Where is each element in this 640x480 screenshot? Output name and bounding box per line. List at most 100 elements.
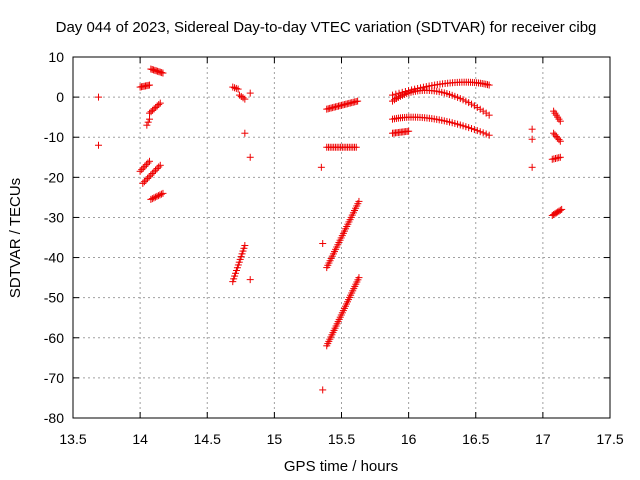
data-point: [146, 157, 154, 165]
data-point: [140, 178, 148, 186]
y-tick-label: 0: [56, 89, 64, 105]
data-point: [159, 69, 167, 77]
data-point: [246, 276, 254, 284]
y-tick-label: -10: [44, 129, 64, 145]
data-point: [144, 174, 152, 182]
data-point: [482, 130, 490, 138]
data-point: [419, 83, 427, 91]
data-point: [150, 194, 158, 202]
y-tick-label: -30: [44, 209, 64, 225]
data-point: [143, 121, 151, 129]
data-point: [229, 83, 237, 91]
data-point: [147, 108, 155, 116]
data-point: [139, 179, 147, 187]
x-axis-label: GPS time / hours: [284, 458, 398, 475]
x-tick-label: 16: [401, 431, 417, 447]
data-point: [95, 141, 103, 149]
data-point: [479, 129, 487, 137]
data-point: [319, 386, 327, 394]
data-point: [389, 91, 397, 99]
data-point: [352, 143, 360, 151]
data-point: [146, 81, 154, 89]
data-point: [528, 135, 536, 143]
data-point: [147, 195, 155, 203]
data-point: [146, 109, 154, 117]
data-point: [148, 170, 156, 178]
data-point: [156, 161, 164, 169]
y-tick-label: 10: [48, 49, 64, 65]
data-point: [556, 153, 564, 161]
data-point: [354, 97, 362, 105]
data-point: [468, 100, 476, 108]
data-point: [239, 94, 247, 102]
data-point: [234, 85, 242, 93]
data-point: [156, 99, 164, 107]
y-tick-label: -60: [44, 330, 64, 346]
data-point: [246, 89, 254, 97]
data-point: [144, 118, 152, 126]
x-tick-label: 16.5: [462, 431, 489, 447]
data-point: [468, 125, 476, 133]
x-tick-label: 17: [535, 431, 551, 447]
data-point: [555, 136, 563, 144]
data-point: [156, 191, 164, 199]
data-point: [241, 95, 249, 103]
chart-title: Day 044 of 2023, Sidereal Day-to-day VTE…: [56, 19, 597, 36]
data-point: [157, 190, 165, 198]
data-point: [528, 163, 536, 171]
data-point: [485, 81, 493, 89]
data-point: [476, 128, 484, 136]
y-tick-label: -40: [44, 250, 64, 266]
x-tick-label: 17.5: [596, 431, 623, 447]
data-point: [465, 124, 473, 132]
axis-ticks: [72, 56, 611, 419]
data-point: [355, 197, 363, 205]
data-point: [355, 274, 363, 282]
y-tick-label: -20: [44, 169, 64, 185]
data-point: [138, 166, 146, 174]
data-point: [235, 91, 243, 99]
y-tick-labels: 10 0 -10 -20 -30 -40 -50 -60 -70 -80: [44, 49, 64, 426]
x-tick-label: 14: [132, 431, 148, 447]
x-tick-label: 13.5: [59, 431, 86, 447]
data-point: [556, 137, 564, 145]
y-tick-label: -50: [44, 290, 64, 306]
data-point: [231, 84, 239, 92]
data-point: [152, 166, 160, 174]
data-point: [136, 167, 144, 175]
data-point: [465, 99, 473, 107]
data-point: [150, 105, 158, 113]
data-point: [155, 101, 163, 109]
data-point: [95, 93, 103, 101]
y-tick-label: -80: [44, 410, 64, 426]
data-point: [528, 125, 536, 133]
data-point: [319, 240, 327, 248]
data-point: [155, 163, 163, 171]
x-tick-label: 15: [267, 431, 283, 447]
data-point: [558, 205, 566, 213]
y-tick-label: -70: [44, 370, 64, 386]
data-point: [317, 163, 325, 171]
data-point: [473, 127, 481, 135]
data-point: [150, 168, 158, 176]
data-point: [153, 165, 161, 173]
data-point: [147, 171, 155, 179]
data-point: [556, 206, 564, 214]
data-point: [470, 102, 478, 110]
data-point: [232, 84, 240, 92]
data-point: [159, 189, 167, 197]
data-point: [470, 126, 478, 134]
data-point: [142, 176, 150, 184]
data-point: [405, 127, 413, 135]
data-point: [151, 193, 159, 201]
data-point: [241, 129, 249, 137]
data-point: [556, 117, 564, 125]
data-point: [237, 92, 245, 100]
data-point: [241, 242, 249, 250]
data-point: [142, 161, 150, 169]
data-point: [153, 192, 161, 200]
data-point: [146, 115, 154, 123]
data-point: [139, 164, 147, 172]
